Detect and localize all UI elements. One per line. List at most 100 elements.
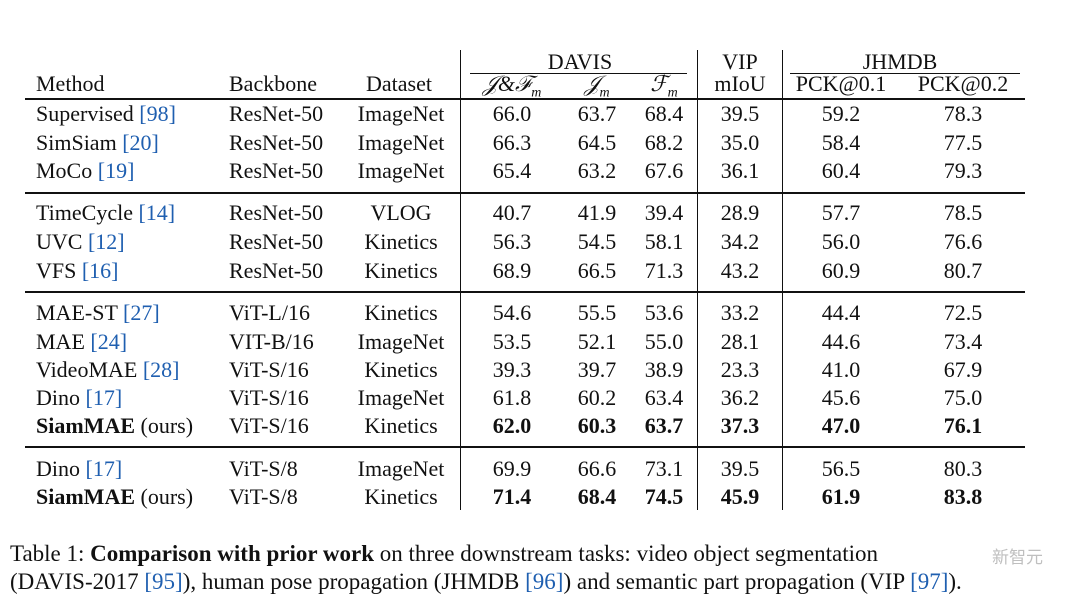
group-rule-1 <box>25 192 1025 194</box>
pck02-cell: 79.3 <box>943 158 983 183</box>
method-name: VFS <box>36 258 77 283</box>
caption-label: Table 1: <box>10 541 85 566</box>
caption-cite-davis[interactable]: [95] <box>144 569 183 594</box>
j-cell: 39.7 <box>577 357 617 382</box>
dataset-cell: Kinetics <box>364 413 438 438</box>
f-cell: 39.4 <box>644 200 684 225</box>
miou-cell: 35.0 <box>720 130 760 155</box>
davis-cmidrule <box>470 73 687 74</box>
f-cell: 38.9 <box>644 357 684 382</box>
group-header-davis: DAVIS <box>547 49 613 74</box>
j-cell: 66.5 <box>577 258 617 283</box>
pck02-cell: 77.5 <box>943 130 983 155</box>
jf-cell: 40.7 <box>492 200 532 225</box>
pck02-cell: 76.6 <box>943 229 983 254</box>
pck02-cell: 83.8 <box>943 484 983 509</box>
group-rule-3 <box>25 446 1025 448</box>
dataset-cell: ImageNet <box>357 456 445 481</box>
col-header-pck01: PCK@0.1 <box>795 71 887 96</box>
method-citation[interactable]: [12] <box>87 229 125 254</box>
backbone-cell: ViT-S/16 <box>229 385 309 410</box>
miou-cell: 23.3 <box>720 357 760 382</box>
table-row-method: MAE [24] <box>36 330 127 354</box>
miou-cell: 28.1 <box>720 329 760 354</box>
method-citation[interactable]: [98] <box>139 101 176 126</box>
miou-cell: 39.5 <box>720 101 760 126</box>
pck02-cell: 73.4 <box>943 329 983 354</box>
header-rule <box>25 98 1025 100</box>
caption-cite-jhmdb[interactable]: [96] <box>525 569 564 594</box>
table-row-method: UVC [12] <box>36 230 125 254</box>
method-name: MoCo <box>36 158 93 183</box>
method-citation[interactable]: [24] <box>90 329 128 354</box>
dataset-cell: ImageNet <box>357 385 445 410</box>
method-name: Dino <box>36 456 80 481</box>
group-rule-2 <box>25 291 1025 293</box>
separator-davis <box>460 50 461 510</box>
backbone-cell: ViT-S/8 <box>229 484 298 509</box>
method-citation[interactable]: [17] <box>85 385 123 410</box>
pck01-cell: 60.4 <box>821 158 861 183</box>
f-cell: 67.6 <box>644 158 684 183</box>
jf-cell: 54.6 <box>492 300 532 325</box>
dataset-cell: Kinetics <box>364 357 438 382</box>
table-row-method: VFS [16] <box>36 259 119 283</box>
backbone-cell: ResNet-50 <box>229 130 324 155</box>
method-citation[interactable]: [19] <box>97 158 135 183</box>
caption-text-5: ). <box>948 569 962 594</box>
jf-cell: 53.5 <box>492 329 532 354</box>
pck01-cell: 44.4 <box>821 300 861 325</box>
f-cell: 58.1 <box>644 229 684 254</box>
method-name: TimeCycle <box>36 200 133 225</box>
jf-cell: 61.8 <box>492 385 532 410</box>
jf-cell: 68.9 <box>492 258 532 283</box>
f-cell: 68.4 <box>644 101 684 126</box>
backbone-cell: VIT-B/16 <box>229 329 314 354</box>
method-suffix: (ours) <box>135 484 194 509</box>
method-citation[interactable]: [17] <box>85 456 123 481</box>
col-header-miou: mIoU <box>714 71 766 96</box>
pck01-cell: 44.6 <box>821 329 861 354</box>
f-cell: 68.2 <box>644 130 684 155</box>
table-row-method: Dino [17] <box>36 386 122 410</box>
pck02-cell: 75.0 <box>943 385 983 410</box>
table-caption: Table 1: Comparison with prior work on t… <box>10 540 1070 596</box>
jhmdb-cmidrule <box>790 73 1020 74</box>
method-citation[interactable]: [28] <box>142 357 180 382</box>
caption-text-4: ) and semantic part propagation (VIP <box>563 569 911 594</box>
method-name: VideoMAE <box>36 357 138 382</box>
pck01-cell: 56.5 <box>821 456 861 481</box>
jf-cell: 66.3 <box>492 130 532 155</box>
pck01-cell: 56.0 <box>821 229 861 254</box>
backbone-cell: ViT-S/8 <box>229 456 298 481</box>
group-header-vip: VIP <box>722 49 758 74</box>
dataset-cell: ImageNet <box>357 101 445 126</box>
f-cell: 71.3 <box>644 258 684 283</box>
j-cell: 63.7 <box>577 101 617 126</box>
method-citation[interactable]: [27] <box>123 300 160 325</box>
f-cell: 63.7 <box>644 413 684 438</box>
pck01-cell: 61.9 <box>821 484 861 509</box>
table-row-method: SiamMAE (ours) <box>36 485 193 509</box>
col-header-f-sub: m <box>667 85 678 101</box>
pck02-cell: 78.3 <box>943 101 983 126</box>
table-row-method: SiamMAE (ours) <box>36 414 193 438</box>
caption-cite-vip[interactable]: [97] <box>910 569 949 594</box>
group-header-jhmdb: JHMDB <box>862 49 938 74</box>
f-cell: 74.5 <box>644 484 684 509</box>
method-name: Supervised <box>36 101 134 126</box>
j-cell: 66.6 <box>577 456 617 481</box>
jf-cell: 62.0 <box>492 413 532 438</box>
table-row-method: VideoMAE [28] <box>36 358 180 382</box>
backbone-cell: ViT-L/16 <box>229 300 310 325</box>
method-citation[interactable]: [14] <box>138 200 176 225</box>
j-cell: 41.9 <box>577 200 617 225</box>
pck01-cell: 60.9 <box>821 258 861 283</box>
method-name: SiamMAE <box>36 413 135 438</box>
j-cell: 54.5 <box>577 229 617 254</box>
backbone-cell: ViT-S/16 <box>229 413 309 438</box>
method-citation[interactable]: [16] <box>81 258 119 283</box>
col-header-pck02: PCK@0.2 <box>917 71 1009 96</box>
pck02-cell: 80.7 <box>943 258 983 283</box>
method-citation[interactable]: [20] <box>122 130 159 155</box>
